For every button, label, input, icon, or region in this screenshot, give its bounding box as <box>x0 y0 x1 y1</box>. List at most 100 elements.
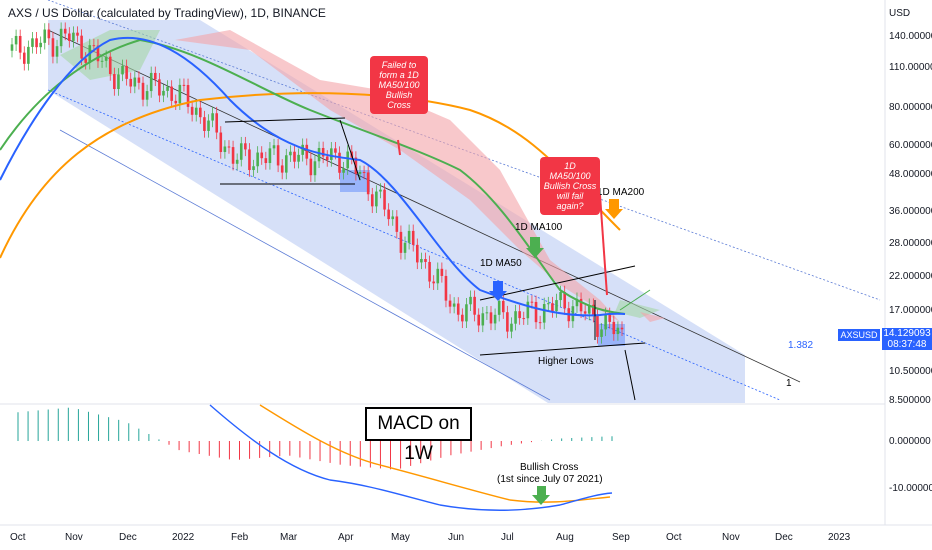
fib-1-label: 1 <box>786 378 792 389</box>
ma50-arrow-icon <box>489 281 507 301</box>
candle-body <box>534 301 538 323</box>
failed-cross-annotation: Failed to form a 1D MA50/100 Bullish Cro… <box>370 56 428 114</box>
candle-body <box>510 323 513 332</box>
candle-body <box>178 84 182 104</box>
candle-body <box>481 313 485 326</box>
time-tick: Nov <box>722 532 740 543</box>
price-tick: 22.000000 <box>889 271 932 282</box>
candle-body <box>149 72 153 92</box>
candle-body <box>579 298 583 312</box>
candle-body <box>268 148 272 164</box>
candle-body <box>80 35 83 59</box>
candle-body <box>461 314 464 322</box>
last-price-label: 14.129093 08:37:48 <box>882 328 932 350</box>
candle-body <box>59 28 63 47</box>
last-price-value: 14.129093 <box>883 328 931 339</box>
candle-body <box>35 38 38 48</box>
candle-body <box>235 159 239 164</box>
candle-body <box>194 107 198 115</box>
candle-body <box>555 300 558 312</box>
candle-body <box>31 38 34 47</box>
candle-body <box>366 172 370 195</box>
time-tick: Nov <box>65 532 83 543</box>
candle-body <box>231 147 235 164</box>
candle-body <box>104 56 108 61</box>
candle-body <box>452 303 456 307</box>
candle-body <box>121 65 124 75</box>
candle-body <box>182 84 186 86</box>
candle-body <box>334 148 337 153</box>
candle-body <box>284 155 288 173</box>
bullish-cross-sublabel: (1st since July 07 2021) <box>497 474 603 485</box>
candle-body <box>489 312 493 324</box>
candle-body <box>96 45 100 62</box>
candle-body <box>325 156 329 161</box>
candle-body <box>133 77 137 87</box>
candle-body <box>375 191 378 207</box>
fail-again-annotation: 1D MA50/100 Bullish Cross will fail agai… <box>540 157 600 215</box>
fail-again-pointer <box>599 194 608 296</box>
candle-body <box>420 259 423 263</box>
candle-body <box>596 315 599 337</box>
candle-body <box>166 86 169 91</box>
candle-body <box>207 120 210 131</box>
candle-body <box>620 327 624 330</box>
candle-body <box>370 194 374 207</box>
price-tick: 48.000000 <box>889 169 932 180</box>
time-tick: May <box>391 532 410 543</box>
candle-body <box>391 216 395 220</box>
candle-body <box>252 166 255 171</box>
candle-body <box>330 148 333 161</box>
candle-body <box>338 152 341 173</box>
price-tick: 80.000000 <box>889 102 932 113</box>
candle-body <box>272 145 276 149</box>
price-axis[interactable]: USD 140.000000 110.000000 80.000000 60.0… <box>889 8 932 494</box>
candle-body <box>465 304 468 322</box>
candle-body <box>39 42 42 48</box>
candle-body <box>342 168 345 173</box>
candle-body <box>358 171 362 174</box>
candle-body <box>92 45 96 47</box>
ma50-label: 1D MA50 <box>480 258 522 269</box>
candle-body <box>276 145 280 166</box>
candle-body <box>538 322 542 324</box>
price-tick: 110.000000 <box>889 62 932 73</box>
candle-body <box>289 151 292 156</box>
candle-body <box>321 147 325 157</box>
candle-body <box>600 329 603 337</box>
candle-body <box>383 189 386 210</box>
candle-body <box>125 65 128 79</box>
candle-body <box>43 29 47 43</box>
candle-body <box>260 152 264 159</box>
candle-body <box>399 231 403 253</box>
candle-body <box>158 79 161 96</box>
candle-body <box>14 35 18 45</box>
candle-body <box>215 113 218 133</box>
candle-body <box>219 132 223 153</box>
candle-body <box>379 189 382 192</box>
candle-body <box>317 147 321 162</box>
price-tick: 10.500000 <box>889 366 932 377</box>
price-tick: 17.000000 <box>889 305 932 316</box>
candle-body <box>199 107 202 118</box>
candle-body <box>604 313 607 330</box>
macd-tick: 0.000000 <box>889 436 931 447</box>
ma100-arrow-icon <box>526 237 544 258</box>
candle-body <box>145 91 149 100</box>
candle-body <box>587 304 591 314</box>
candle-body <box>280 165 284 173</box>
price-tick: 60.000000 <box>889 140 932 151</box>
macd-histogram <box>17 407 613 470</box>
candle-body <box>612 321 616 335</box>
candle-body <box>76 32 79 36</box>
time-axis[interactable]: Oct Nov Dec 2022 Feb Mar Apr May Jun Jul… <box>10 532 851 543</box>
candle-body <box>608 313 612 322</box>
time-tick: Jun <box>448 532 464 543</box>
candle-body <box>501 300 505 313</box>
candle-body <box>428 261 431 282</box>
candle-body <box>244 143 247 150</box>
macd-line <box>209 404 613 511</box>
pattern-lines <box>220 117 651 401</box>
candle-body <box>407 230 411 243</box>
